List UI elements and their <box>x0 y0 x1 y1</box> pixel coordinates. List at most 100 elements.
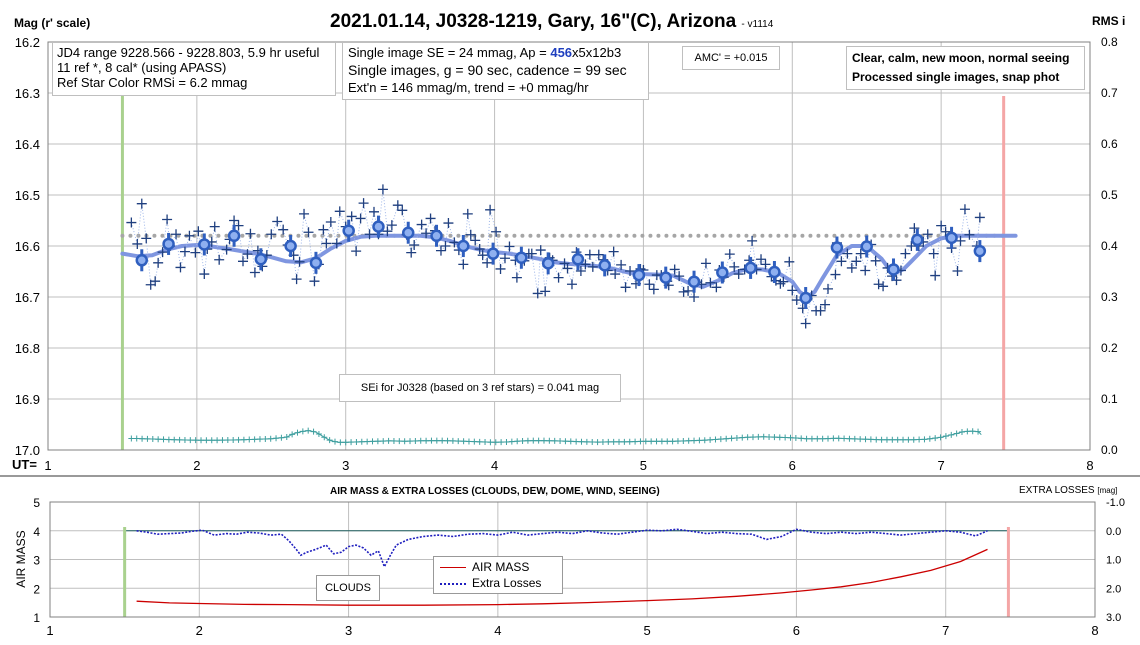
y2-tick-label: 0.1 <box>1101 392 1118 406</box>
rms-point <box>664 438 671 445</box>
single-image-point <box>729 261 740 272</box>
rms-point <box>771 434 778 441</box>
conditions-line-2: Processed single images, snap phot <box>852 70 1060 84</box>
rms-point <box>701 437 708 444</box>
rms-point <box>390 437 397 444</box>
bottom-plot-area <box>50 502 1095 617</box>
binned-average-point <box>768 265 781 279</box>
single-image-point <box>334 206 345 217</box>
rms-point <box>428 437 435 444</box>
rms-point <box>744 434 751 441</box>
chart-title: 2021.01.14, J0328-1219, Gary, 16"(C), Ar… <box>330 11 773 33</box>
rms-point <box>825 435 832 442</box>
rms-point <box>423 437 430 444</box>
rms-point <box>626 438 633 445</box>
rms-point <box>894 436 901 443</box>
rms-point <box>616 438 623 445</box>
x-tick-label: 4 <box>491 458 498 473</box>
rms-point <box>808 435 815 442</box>
rms-point <box>841 435 848 442</box>
rms-point <box>551 437 558 444</box>
single-image-point <box>209 221 220 232</box>
rms-point <box>246 436 253 443</box>
extra-losses-label: EXTRA LOSSES <box>1019 485 1095 496</box>
single-image-point <box>162 214 173 225</box>
binned-average-point <box>860 240 873 253</box>
rms-point <box>851 435 858 442</box>
rms-point <box>905 436 912 443</box>
legend-item-airmass: AIR MASS <box>440 560 529 574</box>
bottom-y2-tick-label: -1.0 <box>1106 497 1125 509</box>
rms-point <box>900 436 907 443</box>
info-left-line-2: 11 ref *, 8 cal* (using APASS) <box>57 60 227 75</box>
rms-point <box>369 438 376 445</box>
single-image-point <box>870 255 881 266</box>
binned-average-point <box>887 263 900 276</box>
rms-point <box>942 433 949 440</box>
rms-point <box>224 437 231 444</box>
y2-tick-label: 0.0 <box>1101 443 1118 457</box>
single-image-point <box>382 226 393 237</box>
rms-point <box>573 438 580 445</box>
y-tick-label: 16.4 <box>15 137 40 152</box>
single-image-point <box>485 204 496 215</box>
rms-point <box>401 438 408 445</box>
rms-point <box>728 435 735 442</box>
info-mid-line-3: Ext'n = 146 mmag/m, trend = +0 mmag/hr <box>348 80 589 95</box>
rms-point <box>969 428 976 435</box>
rms-point <box>251 436 258 443</box>
single-image-point <box>171 229 182 240</box>
y-right-axis-label: RMS i <box>1092 14 1126 28</box>
y-tick-label: 16.2 <box>15 35 40 50</box>
single-image-point <box>625 265 636 276</box>
single-image-point <box>535 245 546 256</box>
single-image-point <box>190 247 201 258</box>
info-left-line-1: JD4 range 9228.566 - 9228.803, 5.9 hr us… <box>57 45 320 60</box>
rms-point <box>691 437 698 444</box>
single-image-point <box>532 288 543 299</box>
single-image-point <box>860 265 871 276</box>
rms-point <box>589 438 596 445</box>
light-curve-chart: 16.2 16.3 16.4 16.5 16.6 16.7 16.8 16.9 17.0 0.8 0… <box>15 35 1118 473</box>
single-image-point <box>136 198 147 209</box>
single-image-point <box>325 217 336 228</box>
chart-title-text: 2021.01.14, J0328-1219, Gary, 16"(C), Ar… <box>330 11 737 32</box>
rms-point <box>337 439 344 446</box>
rms-point <box>144 435 151 442</box>
single-image-point <box>678 286 689 297</box>
rms-point <box>385 437 392 444</box>
clouds-label: CLOUDS <box>325 582 371 594</box>
rms-point <box>208 437 215 444</box>
single-image-point <box>221 244 232 255</box>
single-image-point <box>299 208 310 219</box>
rms-point <box>937 434 944 441</box>
rms-point <box>948 431 955 438</box>
rms-point <box>412 437 419 444</box>
single-image-point <box>959 204 970 215</box>
single-image-point <box>368 206 379 217</box>
bottom-y-tick-label: 2 <box>33 582 40 596</box>
single-image-point <box>936 220 947 231</box>
single-image-point <box>760 259 771 270</box>
bottom-x-tick-label: 6 <box>793 623 800 638</box>
single-image-point <box>153 257 164 268</box>
binned-average-point <box>716 266 729 279</box>
single-image-point <box>406 247 417 258</box>
single-image-point <box>778 276 789 287</box>
rms-point <box>396 438 403 445</box>
rms-point <box>557 438 564 445</box>
rms-point <box>658 438 665 445</box>
single-image-point <box>669 264 680 275</box>
rms-point <box>482 439 489 446</box>
binned-average-point <box>254 253 268 266</box>
binned-average-point <box>945 231 958 245</box>
rms-point <box>348 439 355 446</box>
extra-losses-unit: [mag] <box>1097 486 1118 495</box>
y2-tick-label: 0.2 <box>1101 341 1118 355</box>
rms-point <box>165 436 172 443</box>
single-image-point <box>377 184 388 195</box>
rms-point <box>958 429 965 436</box>
rms-point <box>455 438 462 445</box>
rms-point <box>835 435 842 442</box>
rms-point <box>465 438 472 445</box>
